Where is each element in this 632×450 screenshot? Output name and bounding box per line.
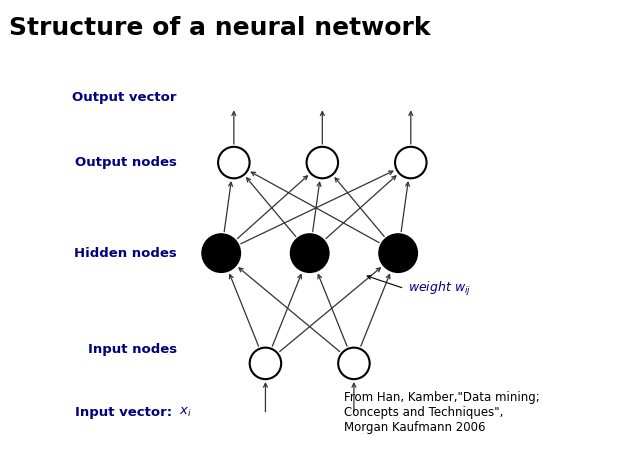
Text: Input vector:: Input vector: bbox=[75, 406, 177, 419]
Text: $x_i$: $x_i$ bbox=[179, 406, 191, 419]
Ellipse shape bbox=[291, 234, 329, 272]
Ellipse shape bbox=[218, 147, 250, 178]
Ellipse shape bbox=[250, 347, 281, 379]
Text: Structure of a neural network: Structure of a neural network bbox=[9, 16, 431, 40]
Text: From Han, Kamber,"Data mining;
Concepts and Techniques",
Morgan Kaufmann 2006: From Han, Kamber,"Data mining; Concepts … bbox=[344, 391, 540, 434]
Ellipse shape bbox=[395, 147, 427, 178]
Ellipse shape bbox=[379, 234, 417, 272]
Text: Input nodes: Input nodes bbox=[88, 343, 177, 356]
Text: Output vector: Output vector bbox=[73, 91, 177, 104]
Ellipse shape bbox=[202, 234, 240, 272]
Text: $weight\ w_{ij}$: $weight\ w_{ij}$ bbox=[408, 280, 471, 298]
Text: Hidden nodes: Hidden nodes bbox=[74, 247, 177, 260]
Ellipse shape bbox=[307, 147, 338, 178]
Ellipse shape bbox=[338, 347, 370, 379]
Text: Output nodes: Output nodes bbox=[75, 156, 177, 169]
